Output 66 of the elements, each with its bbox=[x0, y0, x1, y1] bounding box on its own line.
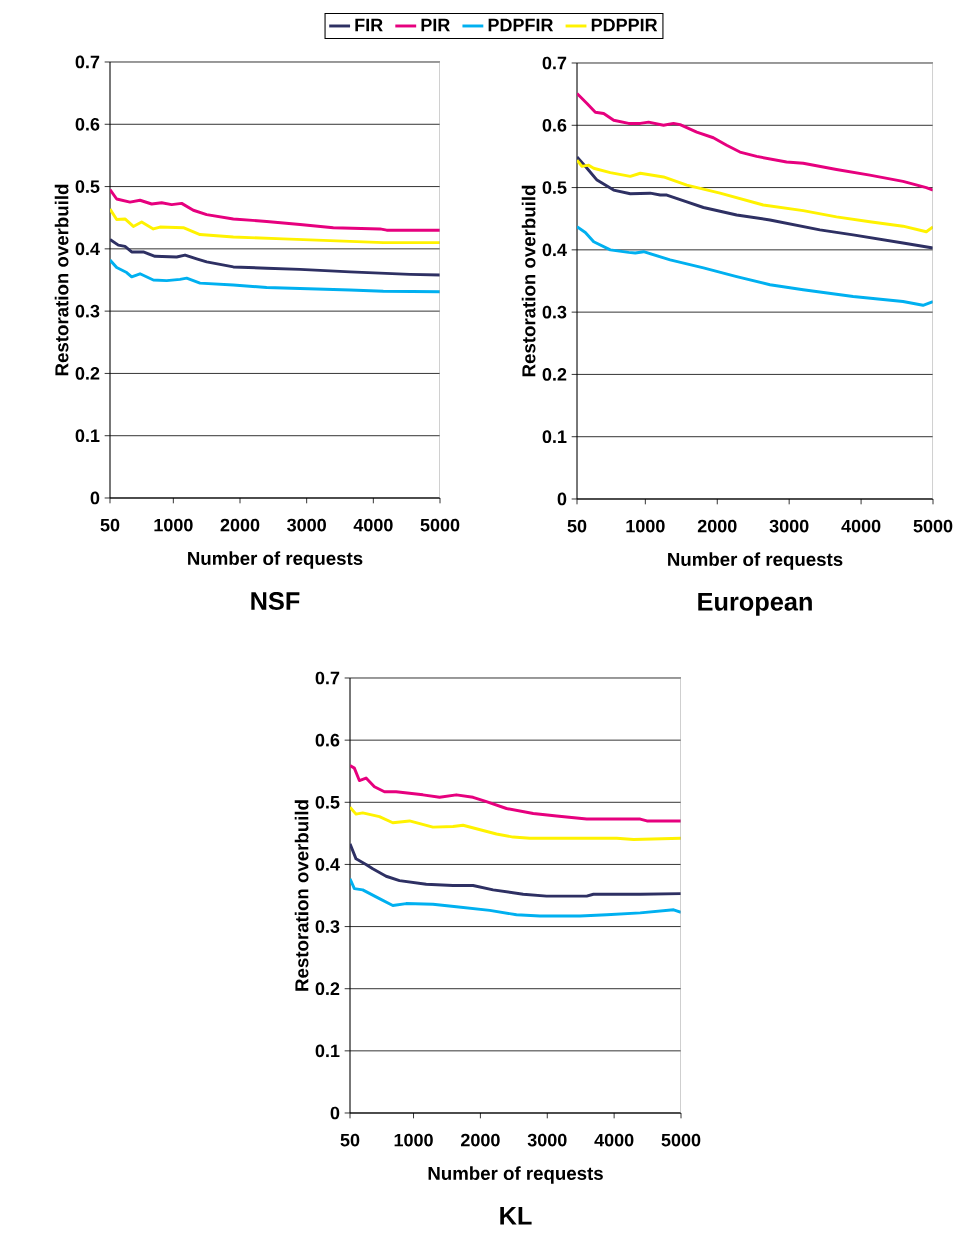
line-series bbox=[110, 238, 441, 277]
x-tick-label: 3000 bbox=[527, 1133, 567, 1147]
y-axis-title: Restoration overbuild bbox=[294, 800, 309, 991]
line-series bbox=[350, 842, 681, 898]
x-tick-label: 5000 bbox=[420, 518, 460, 532]
x-tick-label: 3000 bbox=[769, 519, 809, 533]
y-tick-label: 0.7 bbox=[75, 55, 100, 69]
x-tick-label: 2000 bbox=[220, 518, 260, 532]
x-tick-label: 2000 bbox=[697, 519, 737, 533]
y-tick-label: 0.6 bbox=[75, 117, 100, 131]
y-tick-label: 0.6 bbox=[542, 118, 567, 132]
legend-label: FIR bbox=[355, 18, 383, 32]
text: NSF bbox=[251, 592, 300, 610]
y-tick-label: 0.5 bbox=[542, 181, 567, 194]
x-tick-label: 4000 bbox=[841, 519, 881, 533]
line-series bbox=[350, 877, 681, 918]
x-tick-label: 50 bbox=[340, 1133, 360, 1147]
text: KL bbox=[500, 1207, 532, 1225]
x-tick-label: 5000 bbox=[913, 519, 953, 533]
x-tick-label: 5000 bbox=[661, 1133, 701, 1147]
y-tick-label: 0.3 bbox=[315, 920, 340, 933]
line-series bbox=[577, 225, 934, 307]
x-tick-label: 3000 bbox=[287, 518, 326, 532]
y-tick-label: 0.3 bbox=[542, 305, 567, 319]
x-tick-label: 50 bbox=[100, 518, 120, 532]
x-tick-label: 4000 bbox=[353, 518, 393, 532]
x-axis-title: Number of requests bbox=[188, 551, 363, 569]
y-tick-label: 0.7 bbox=[315, 671, 340, 685]
y-tick-label: 0.1 bbox=[542, 430, 567, 444]
y-tick-label: 0.3 bbox=[75, 304, 100, 318]
line-series bbox=[577, 92, 934, 192]
x-axis-title: Number of requests bbox=[428, 1166, 603, 1184]
y-tick-label: 0.5 bbox=[75, 180, 100, 193]
y-tick-label: 0.4 bbox=[542, 243, 567, 257]
x-tick-label: 1000 bbox=[626, 519, 665, 533]
text: European bbox=[698, 593, 812, 616]
y-tick-label: 0 bbox=[90, 491, 100, 505]
y-tick-label: 0.2 bbox=[542, 368, 567, 381]
legend-label: PDPPIR bbox=[591, 18, 658, 32]
y-tick-label: 0 bbox=[557, 492, 567, 506]
line-series bbox=[110, 207, 441, 245]
y-tick-label: 0.4 bbox=[315, 858, 340, 871]
x-tick-label: 1000 bbox=[154, 518, 193, 532]
y-tick-label: 0.1 bbox=[75, 429, 100, 443]
line-series bbox=[577, 155, 934, 250]
x-tick-label: 50 bbox=[567, 519, 587, 533]
y-tick-label: 0.6 bbox=[315, 733, 340, 747]
x-tick-label: 2000 bbox=[461, 1133, 500, 1147]
line-series bbox=[110, 188, 441, 232]
y-tick-label: 0 bbox=[330, 1106, 340, 1120]
y-tick-label: 0.2 bbox=[75, 367, 100, 380]
y-axis-title: Restoration overbuild bbox=[521, 185, 536, 377]
y-axis-title: Restoration overbuild bbox=[54, 184, 69, 376]
y-tick-label: 0.4 bbox=[75, 242, 100, 256]
x-axis-title: Number of requests bbox=[668, 552, 843, 570]
x-tick-label: 4000 bbox=[594, 1133, 634, 1147]
line-series bbox=[577, 158, 934, 234]
y-tick-label: 0.5 bbox=[315, 795, 340, 809]
y-tick-label: 0.1 bbox=[315, 1044, 340, 1058]
legend-label: PIR bbox=[421, 18, 450, 32]
x-tick-label: 1000 bbox=[394, 1133, 433, 1147]
legend-label: PDPFIR bbox=[488, 18, 554, 32]
line-series bbox=[350, 764, 681, 823]
y-tick-label: 0.7 bbox=[542, 56, 567, 70]
y-tick-label: 0.2 bbox=[315, 982, 340, 996]
line-series bbox=[110, 258, 441, 294]
